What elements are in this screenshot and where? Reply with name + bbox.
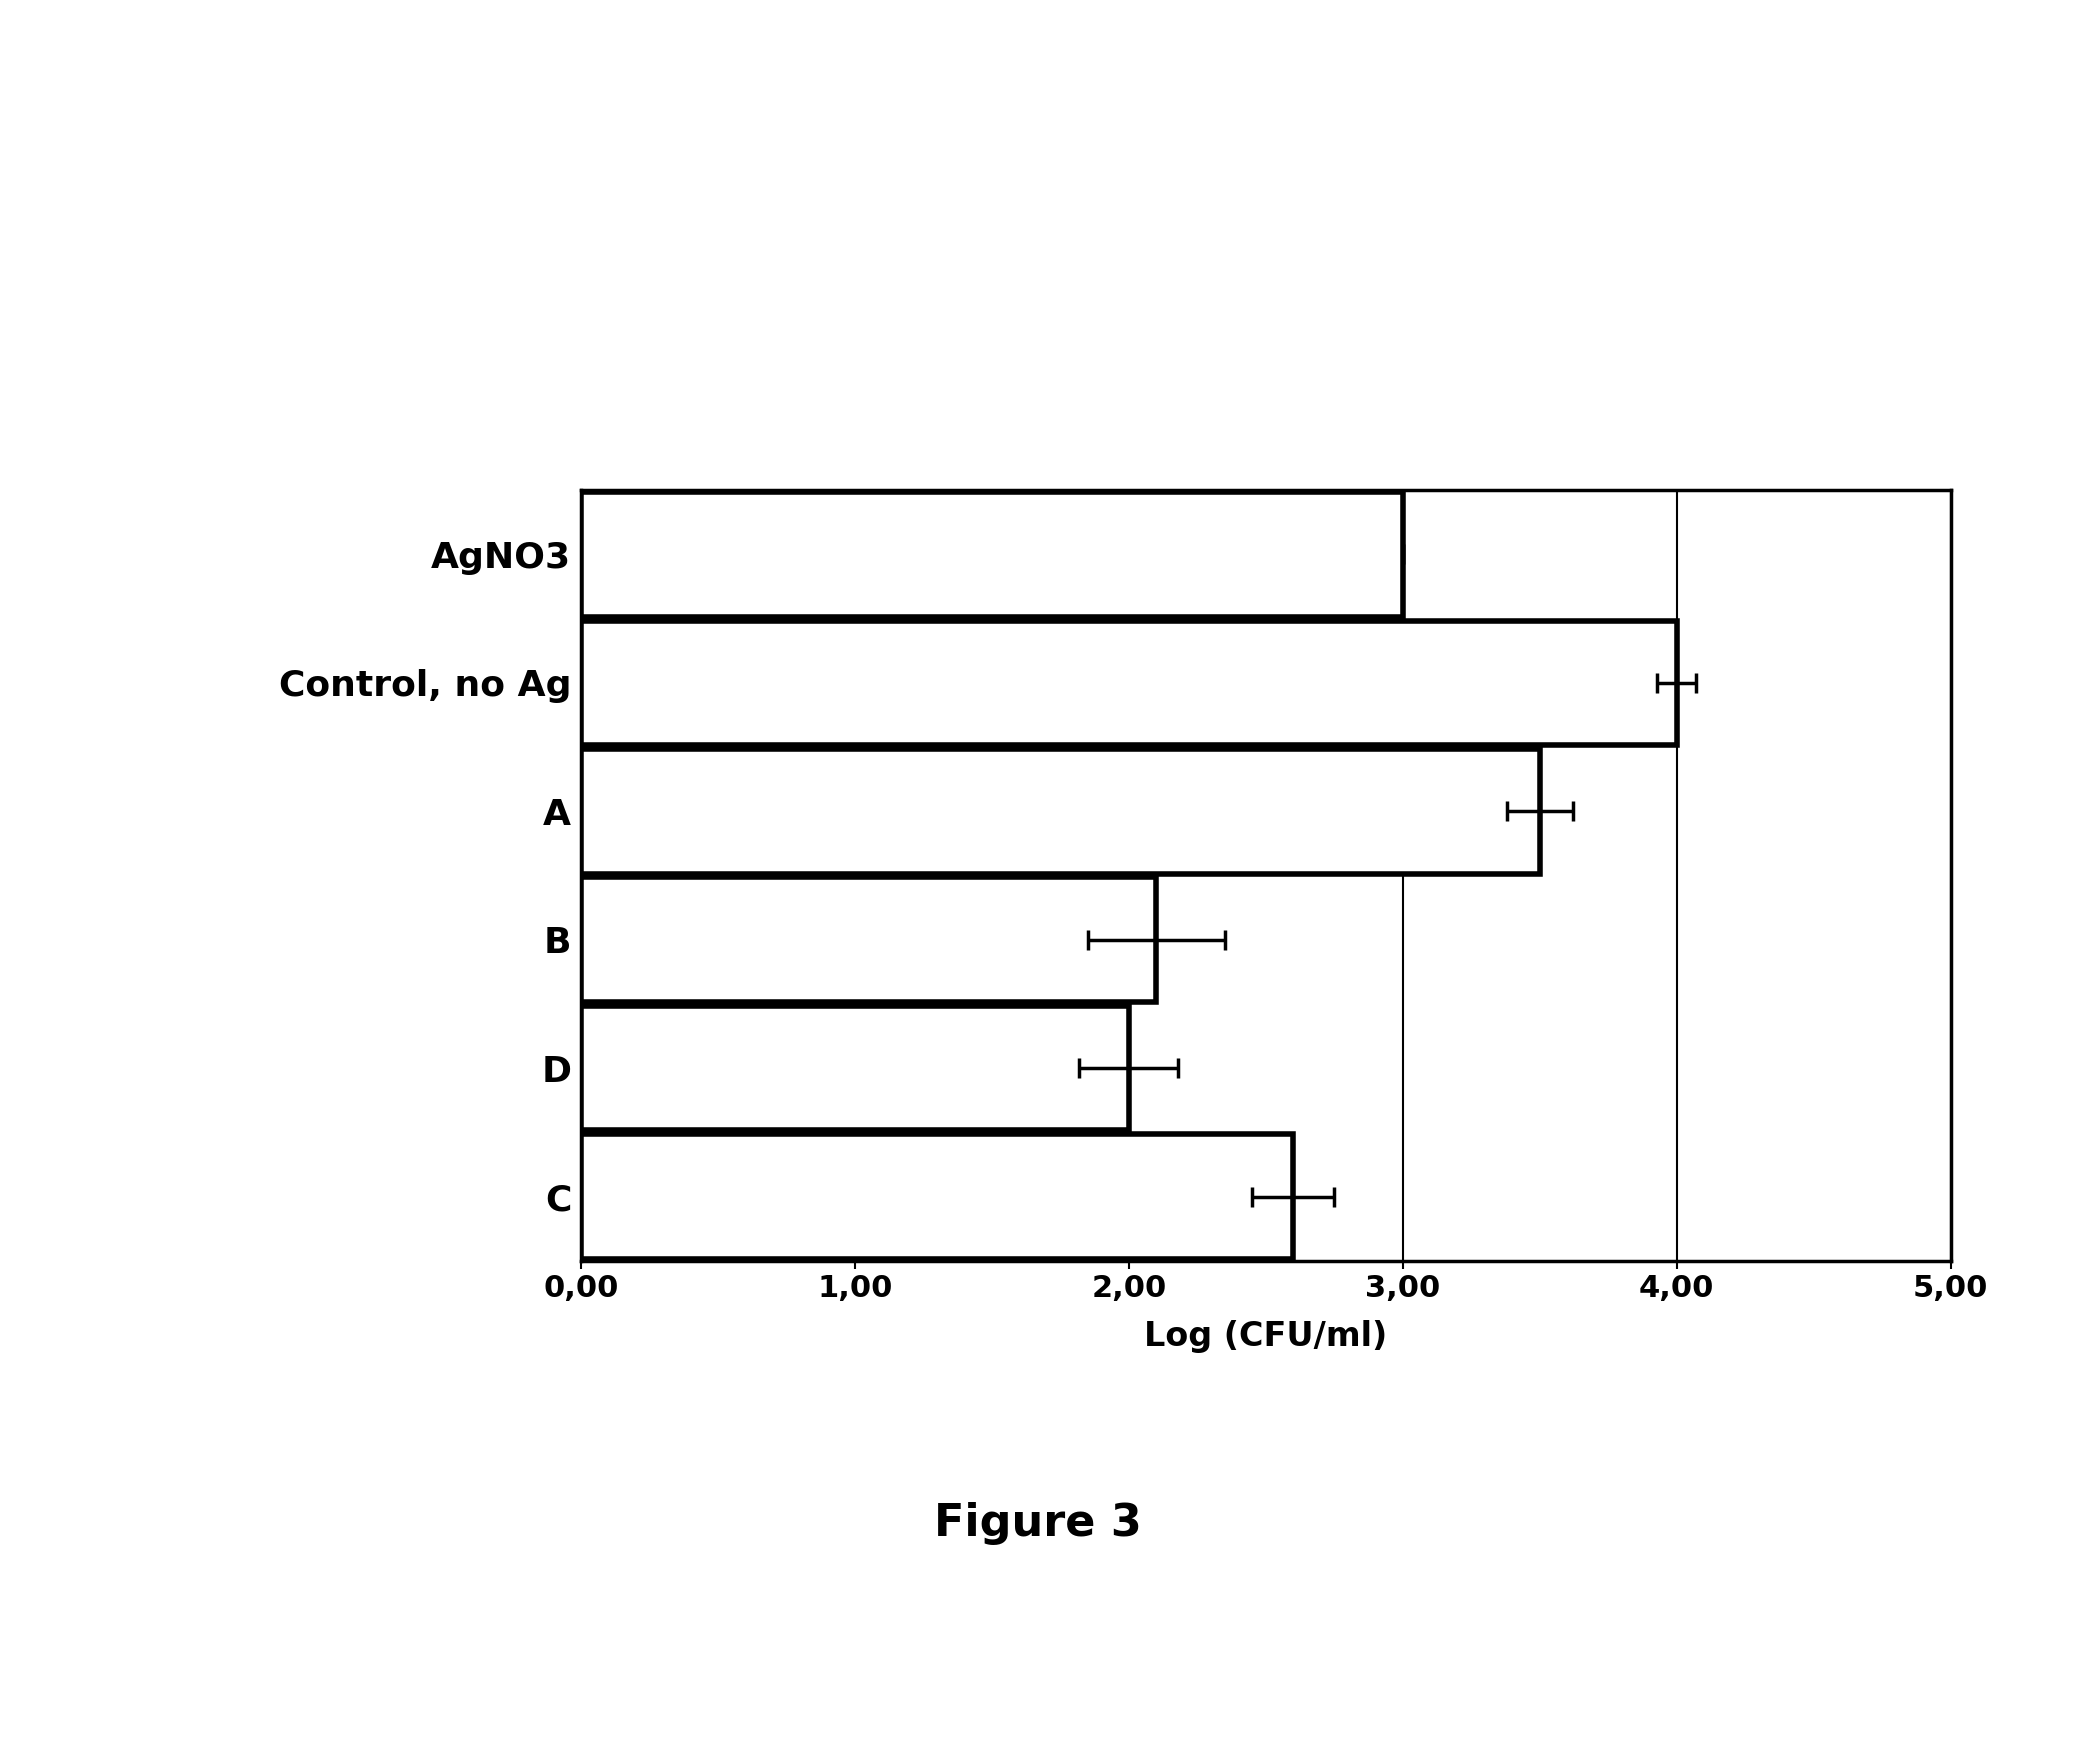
Bar [581, 749, 1540, 874]
Bar [581, 1005, 1129, 1131]
Bar [581, 1135, 1293, 1259]
Text: Figure 3: Figure 3 [934, 1502, 1141, 1544]
X-axis label: Log (CFU/ml): Log (CFU/ml) [1143, 1320, 1388, 1352]
Bar [581, 877, 1156, 1002]
Bar [581, 492, 1403, 616]
Bar [581, 620, 1677, 746]
